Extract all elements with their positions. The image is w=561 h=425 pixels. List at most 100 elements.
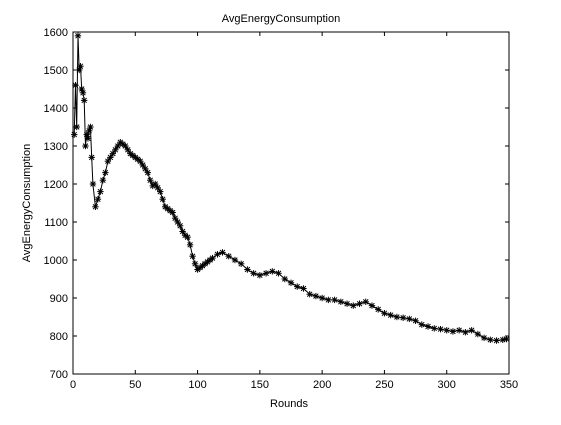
x-tick-label: 100 bbox=[188, 379, 206, 391]
data-point bbox=[337, 298, 345, 305]
data-point bbox=[159, 196, 166, 203]
data-point bbox=[343, 300, 351, 307]
data-point bbox=[493, 337, 500, 344]
data-point bbox=[176, 222, 184, 229]
data-point bbox=[81, 97, 88, 104]
data-point bbox=[480, 334, 488, 342]
x-tick-label: 250 bbox=[375, 379, 393, 391]
data-point bbox=[122, 142, 129, 150]
y-tick-label: 1500 bbox=[44, 65, 68, 77]
data-point bbox=[77, 63, 84, 70]
data-point bbox=[142, 165, 149, 172]
data-point bbox=[300, 285, 307, 292]
data-point bbox=[82, 142, 89, 150]
data-point bbox=[184, 234, 191, 241]
data-point bbox=[94, 196, 102, 203]
data-point bbox=[387, 311, 394, 319]
series-group bbox=[71, 32, 510, 344]
data-point bbox=[412, 317, 419, 324]
data-point bbox=[174, 218, 181, 226]
data-point bbox=[462, 329, 469, 336]
data-point bbox=[269, 268, 276, 275]
data-point bbox=[109, 150, 117, 157]
data-point bbox=[87, 123, 94, 131]
data-point bbox=[275, 270, 282, 277]
data-point bbox=[152, 180, 159, 188]
data-point bbox=[449, 328, 457, 335]
y-tick-label: 1000 bbox=[44, 255, 68, 267]
data-point bbox=[114, 142, 122, 150]
data-point bbox=[137, 158, 144, 165]
x-tick-label: 50 bbox=[129, 379, 141, 391]
data-point bbox=[231, 256, 239, 264]
data-point bbox=[107, 154, 114, 161]
data-point bbox=[375, 306, 382, 313]
data-point bbox=[281, 275, 288, 283]
data-point bbox=[455, 327, 463, 334]
data-point bbox=[179, 228, 186, 235]
x-tick-label: 0 bbox=[70, 379, 76, 391]
x-tick-label: 300 bbox=[438, 379, 456, 391]
data-point bbox=[209, 254, 216, 262]
data-point bbox=[191, 260, 199, 267]
data-point bbox=[487, 336, 494, 343]
data-point bbox=[431, 325, 438, 332]
data-point bbox=[88, 154, 95, 161]
data-point bbox=[71, 131, 78, 138]
data-point bbox=[437, 325, 444, 333]
data-point bbox=[157, 188, 164, 195]
data-point bbox=[219, 249, 226, 256]
data-point bbox=[381, 310, 388, 317]
data-point bbox=[73, 123, 80, 131]
data-point bbox=[124, 146, 132, 153]
axes-box bbox=[72, 31, 510, 375]
data-point bbox=[393, 313, 401, 321]
data-point bbox=[144, 169, 151, 176]
data-point bbox=[171, 215, 179, 222]
data-point bbox=[112, 146, 119, 153]
data-point bbox=[147, 177, 154, 184]
data-point bbox=[97, 188, 104, 195]
y-tick-label: 1200 bbox=[44, 179, 68, 191]
data-point bbox=[89, 180, 97, 188]
y-tick-label: 900 bbox=[50, 293, 68, 305]
x-tick-label: 350 bbox=[500, 379, 518, 391]
data-point bbox=[312, 292, 320, 300]
data-point bbox=[250, 270, 257, 277]
data-point bbox=[102, 169, 109, 176]
data-point bbox=[104, 158, 112, 165]
chart-title: AvgEnergyConsumption bbox=[222, 13, 340, 25]
data-point bbox=[418, 321, 425, 328]
data-point bbox=[443, 327, 450, 334]
data-point bbox=[356, 300, 363, 307]
y-tick-label: 1100 bbox=[44, 217, 68, 229]
data-point bbox=[139, 161, 146, 169]
data-point bbox=[424, 323, 432, 330]
data-point bbox=[92, 203, 99, 210]
data-point bbox=[287, 279, 295, 286]
data-point bbox=[294, 283, 301, 290]
y-tick-label: 1600 bbox=[44, 27, 68, 39]
data-point bbox=[331, 296, 338, 304]
data-point bbox=[189, 253, 196, 260]
y-axis: 700 800 900 1000 1100 1200 1300 1400 1500 1600 bbox=[44, 27, 509, 381]
data-point bbox=[154, 184, 161, 191]
y-tick-label: 800 bbox=[50, 331, 68, 343]
series-line bbox=[73, 35, 507, 342]
data-point bbox=[368, 302, 376, 309]
data-point bbox=[225, 253, 232, 260]
data-point bbox=[256, 272, 264, 279]
y-tick-label: 1400 bbox=[44, 103, 68, 115]
data-point bbox=[262, 270, 270, 277]
data-point bbox=[79, 89, 87, 96]
data-point bbox=[72, 82, 79, 89]
data-point bbox=[350, 302, 357, 309]
y-tick-label: 1300 bbox=[44, 141, 68, 153]
data-point bbox=[186, 241, 194, 248]
x-axis-label: Rounds bbox=[270, 398, 308, 410]
y-axis-label: AvgEnergyConsumption bbox=[21, 144, 33, 262]
data-point bbox=[84, 135, 92, 142]
data-point bbox=[244, 266, 251, 273]
